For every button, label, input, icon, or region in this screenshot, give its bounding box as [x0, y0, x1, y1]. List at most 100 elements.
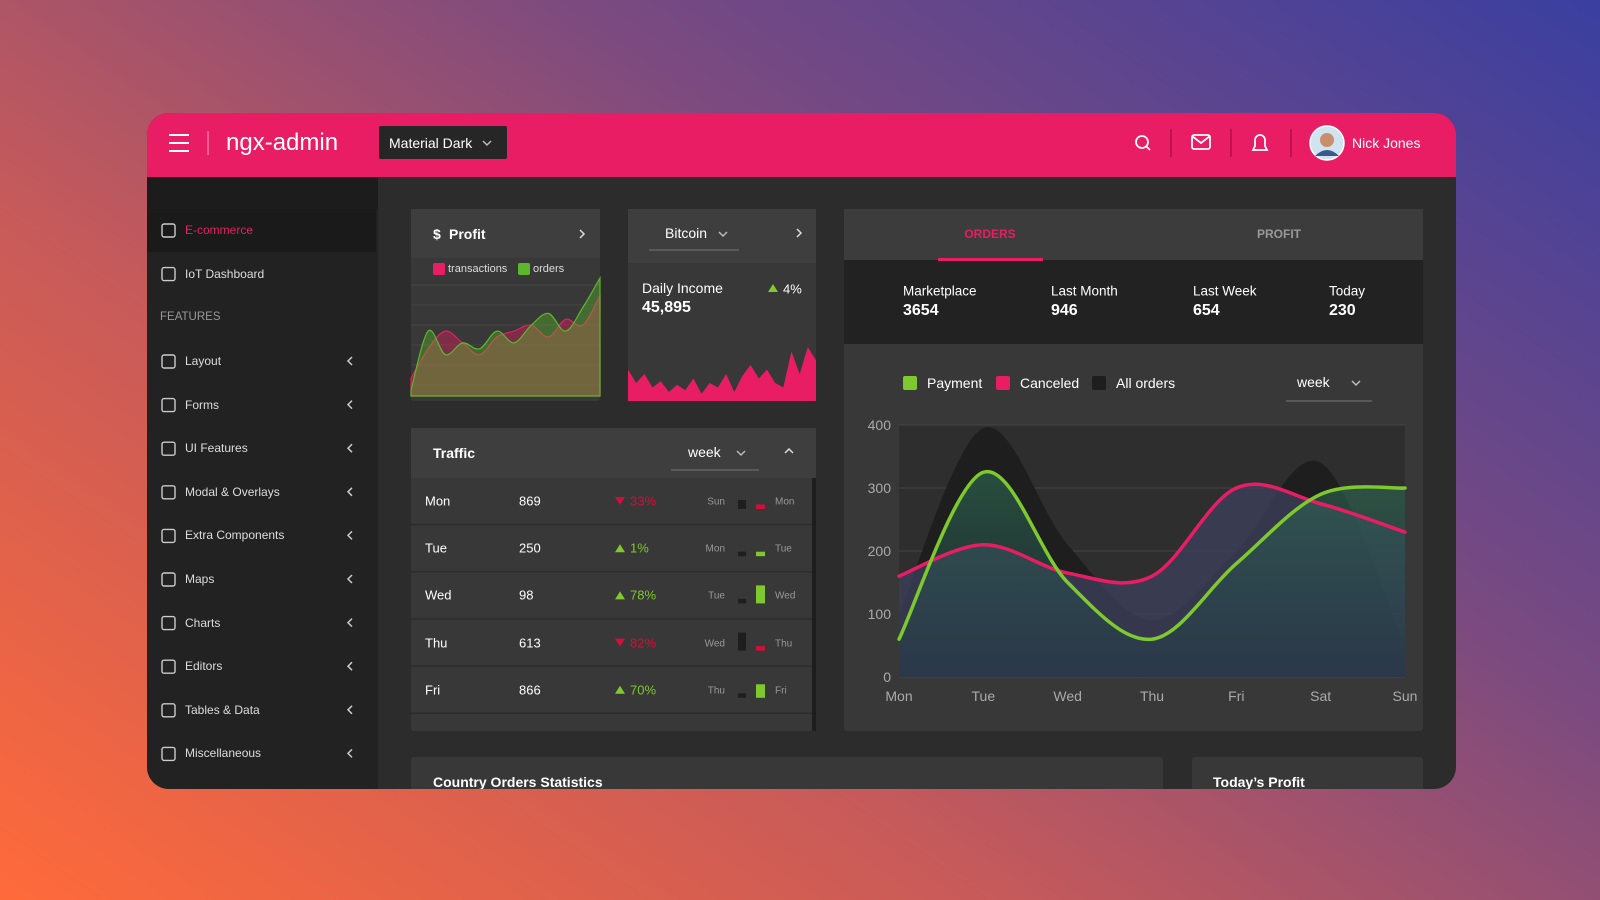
menu-item[interactable]: Layout — [185, 354, 222, 368]
prev-day: Sun — [707, 496, 725, 508]
card-header — [411, 209, 600, 258]
traffic-value: 613 — [519, 635, 541, 651]
chevron — [346, 661, 353, 671]
y-tick-label: 0 — [883, 669, 891, 685]
menu-item[interactable]: Extra Components — [185, 528, 285, 543]
stat-label: Last Week — [1193, 283, 1257, 299]
menu-item[interactable]: Editors — [185, 659, 223, 674]
menu-item[interactable]: Forms — [185, 397, 219, 412]
chevron — [346, 574, 353, 584]
menu-item[interactable]: IoT Dashboard — [185, 266, 265, 281]
x-tick-label: Thu — [1139, 688, 1165, 704]
income-value: 45,895 — [642, 299, 691, 316]
chevron — [796, 228, 803, 238]
y-tick-label: 200 — [867, 543, 891, 559]
chevron — [346, 443, 353, 453]
currency-icon: $ — [433, 226, 441, 242]
x-tick-label: Tue — [971, 688, 996, 704]
y-tick-label: 100 — [867, 606, 891, 622]
card-title: Profit — [449, 226, 486, 242]
sidebar — [147, 177, 378, 789]
menu-icon — [161, 659, 176, 674]
traffic-card — [411, 428, 816, 731]
trend-arrow — [768, 284, 778, 292]
period-select[interactable]: week — [688, 444, 721, 460]
day: Wed — [425, 587, 452, 603]
menu-icon — [161, 354, 176, 369]
line — [897, 470, 1407, 641]
menu-icon — [161, 528, 176, 544]
chevron — [346, 705, 353, 715]
menu-icon — [161, 266, 176, 282]
menu-item[interactable]: E-commerce — [185, 223, 254, 237]
country-card — [411, 757, 1163, 789]
x-tick-label: Sat — [1310, 688, 1332, 704]
menu-icon — [161, 441, 176, 456]
y-tick-label: 300 — [867, 480, 891, 496]
prev-day: Thu — [707, 685, 725, 697]
mini-bar — [738, 632, 746, 651]
chevron — [579, 229, 586, 239]
income-label: Daily Income — [642, 280, 723, 296]
x-tick-label: Fri — [1228, 688, 1245, 704]
menu-item[interactable]: Modal & Overlays — [185, 484, 280, 499]
tab[interactable]: ORDERS — [964, 227, 1016, 241]
traffic-value: 250 — [519, 540, 541, 556]
area — [899, 471, 1405, 677]
stat-value: 946 — [1051, 302, 1078, 319]
stat-label: Marketplace — [903, 283, 977, 299]
menu-item[interactable]: Maps — [185, 572, 215, 586]
period-select[interactable]: week — [1297, 374, 1330, 390]
day: Tue — [425, 540, 447, 556]
theme-label[interactable]: Material Dark — [389, 135, 473, 151]
legend-swatch — [433, 263, 445, 275]
mail-icon — [1191, 134, 1211, 150]
mail-icon — [1191, 135, 1211, 145]
menu-item[interactable]: Tables & Data — [185, 702, 260, 717]
chevron — [346, 487, 353, 497]
traffic-change: 78% — [630, 587, 657, 603]
coin-select[interactable]: Bitcoin — [665, 225, 708, 241]
brand: ngx-admin — [226, 129, 339, 156]
menu-item[interactable]: Charts — [185, 615, 221, 630]
x-tick-label: Wed — [1053, 688, 1082, 704]
mini-bar — [756, 585, 765, 604]
menu-item[interactable]: Miscellaneous — [185, 746, 262, 761]
traffic-change: 33% — [630, 493, 657, 509]
trend-arrow — [615, 591, 625, 600]
theme-select[interactable] — [379, 126, 507, 159]
day: Mon — [425, 493, 451, 509]
cur-day: Wed — [775, 590, 796, 602]
cur-day: Fri — [775, 685, 787, 697]
user-name: Nick Jones — [1352, 135, 1421, 151]
tabs — [844, 209, 1423, 260]
menu-item[interactable]: UI Features — [185, 441, 248, 456]
trend-arrow — [615, 544, 625, 553]
chevron — [718, 231, 728, 238]
mini-bar — [738, 598, 746, 604]
x-tick-label: Mon — [885, 688, 913, 704]
x-tick-label: Sun — [1392, 688, 1418, 704]
menu-icon — [161, 572, 176, 587]
mini-bar — [756, 684, 765, 698]
profit-area — [410, 275, 601, 397]
legend-label: All orders — [1116, 375, 1176, 391]
traffic-value: 869 — [519, 493, 541, 509]
income-change: 4% — [783, 281, 802, 297]
chevron — [346, 356, 353, 366]
cur-day: Tue — [775, 543, 792, 555]
tab[interactable]: PROFIT — [1257, 227, 1301, 241]
today-profit-card — [1192, 757, 1423, 789]
chevron — [346, 618, 353, 628]
mini-bar — [756, 551, 765, 557]
traffic-change: 70% — [630, 682, 657, 698]
search-icon — [1145, 145, 1151, 151]
legend-label: orders — [533, 263, 565, 275]
chevron — [1351, 380, 1361, 387]
stat-value: 3654 — [903, 302, 939, 319]
chevron — [482, 140, 492, 147]
tab-underline — [938, 258, 1043, 261]
menu-icon — [161, 703, 176, 718]
stat-label: Last Month — [1051, 283, 1118, 299]
